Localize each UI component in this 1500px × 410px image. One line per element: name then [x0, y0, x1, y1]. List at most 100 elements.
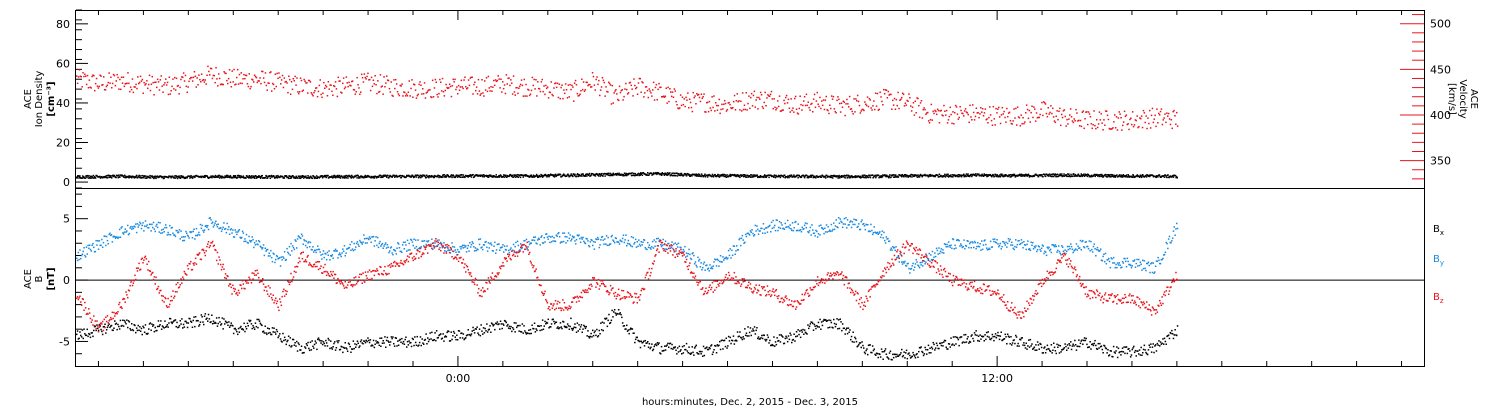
- density-point: [519, 174, 521, 176]
- bx-point: [634, 338, 637, 341]
- bx-point: [579, 328, 581, 330]
- bx-point: [86, 328, 88, 331]
- bx-point: [331, 348, 334, 350]
- by-point: [160, 229, 163, 231]
- density-point: [528, 176, 531, 178]
- density-point: [610, 173, 612, 175]
- bx-point: [421, 338, 423, 340]
- velocity-point: [1072, 121, 1075, 124]
- velocity-point: [238, 73, 241, 76]
- density-point: [895, 174, 897, 176]
- velocity-point: [907, 100, 909, 102]
- bx-point: [499, 320, 502, 322]
- bx-point: [600, 329, 603, 331]
- by-point: [258, 241, 261, 243]
- density-point: [327, 174, 329, 177]
- bx-point: [505, 321, 507, 324]
- by-point: [214, 222, 216, 224]
- bx-point: [171, 322, 173, 325]
- bx-point: [535, 328, 537, 330]
- bx-point: [138, 329, 140, 331]
- velocity-point: [772, 107, 774, 110]
- density-point: [130, 176, 132, 178]
- velocity-point: [820, 107, 822, 110]
- bx-point: [357, 342, 359, 344]
- bx-point: [127, 326, 129, 329]
- bx-point: [493, 323, 495, 326]
- by-point: [156, 223, 158, 226]
- density-point: [335, 175, 338, 177]
- velocity-point: [1123, 110, 1126, 113]
- velocity-point: [979, 113, 981, 115]
- bx-point: [897, 355, 900, 357]
- velocity-point: [157, 81, 160, 83]
- velocity-point: [79, 75, 82, 78]
- density-point: [588, 173, 590, 176]
- bx-point: [854, 336, 856, 339]
- velocity-point: [432, 96, 435, 98]
- density-point: [1124, 175, 1126, 177]
- velocity-point: [962, 112, 964, 115]
- velocity-point: [349, 84, 351, 87]
- bx-point: [350, 351, 352, 353]
- bx-point: [929, 347, 931, 349]
- density-point: [450, 175, 452, 177]
- density-point: [946, 175, 949, 177]
- density-point: [1000, 174, 1003, 177]
- bx-point: [491, 323, 494, 325]
- density-point: [408, 174, 410, 177]
- bx-point: [735, 339, 737, 341]
- velocity-point: [218, 73, 220, 75]
- bx-point: [215, 317, 218, 319]
- by-point: [228, 233, 231, 235]
- density-point: [787, 176, 790, 178]
- velocity-point: [1017, 116, 1020, 118]
- by-point: [116, 236, 118, 238]
- velocity-point: [839, 111, 842, 113]
- density-point: [869, 176, 872, 179]
- density-point: [552, 175, 555, 177]
- bx-point: [944, 340, 947, 342]
- bx-point: [945, 346, 947, 348]
- velocity-point: [80, 75, 82, 78]
- bx-point: [1163, 343, 1165, 345]
- bx-point: [177, 326, 180, 328]
- density-point: [363, 175, 366, 178]
- velocity-point: [938, 122, 941, 124]
- velocity-point: [444, 89, 446, 92]
- velocity-point: [738, 100, 740, 102]
- bx-point: [195, 320, 198, 322]
- density-point: [181, 176, 184, 179]
- by-point: [137, 226, 139, 228]
- velocity-point: [1070, 116, 1073, 118]
- velocity-point: [285, 80, 287, 83]
- bx-point: [229, 324, 232, 327]
- density-point: [134, 176, 137, 179]
- velocity-point: [811, 102, 813, 105]
- bx-point: [440, 338, 443, 340]
- density-point: [1052, 173, 1054, 175]
- density-point: [777, 175, 779, 178]
- bx-point: [274, 331, 276, 333]
- density-point: [489, 175, 492, 177]
- velocity-point: [392, 95, 394, 97]
- density-point: [903, 176, 905, 178]
- velocity-point: [686, 99, 688, 101]
- bx-point: [329, 347, 331, 350]
- density-point: [751, 174, 753, 176]
- density-point: [809, 175, 811, 177]
- bx-point: [922, 351, 924, 354]
- density-point: [1011, 175, 1013, 177]
- density-point: [461, 174, 463, 176]
- velocity-point: [727, 102, 729, 104]
- bx-point: [813, 323, 816, 326]
- bx-point: [475, 328, 477, 330]
- velocity-point: [111, 82, 114, 85]
- density-point: [216, 176, 219, 178]
- velocity-point: [550, 81, 552, 83]
- velocity-point: [1026, 108, 1029, 111]
- bx-point: [528, 332, 531, 335]
- bx-point: [867, 353, 869, 356]
- velocity-point: [94, 82, 97, 85]
- density-point: [1001, 173, 1003, 176]
